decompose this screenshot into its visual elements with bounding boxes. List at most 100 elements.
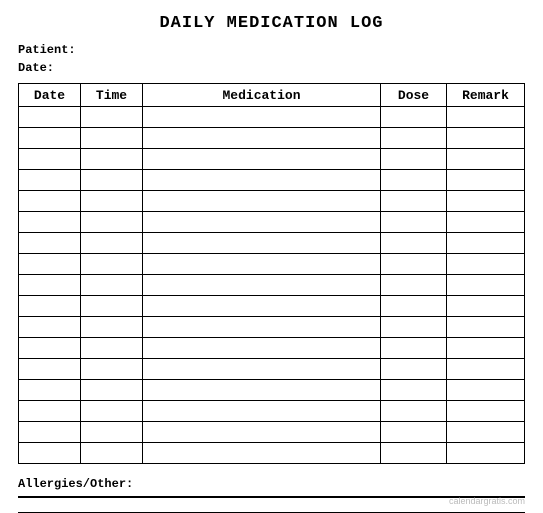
table-row [19, 254, 525, 275]
table-cell [81, 212, 143, 233]
table-cell [381, 254, 447, 275]
table-cell [143, 191, 381, 212]
table-cell [143, 212, 381, 233]
table-cell [81, 317, 143, 338]
table-cell [81, 170, 143, 191]
table-cell [381, 443, 447, 464]
table-cell [143, 401, 381, 422]
table-cell [81, 401, 143, 422]
table-cell [19, 422, 81, 443]
table-cell [143, 443, 381, 464]
table-cell [447, 149, 525, 170]
table-cell [19, 317, 81, 338]
table-row [19, 149, 525, 170]
table-cell [381, 359, 447, 380]
table-cell [19, 149, 81, 170]
table-cell [81, 233, 143, 254]
table-cell [143, 275, 381, 296]
table-cell [81, 296, 143, 317]
table-cell [143, 359, 381, 380]
table-cell [19, 401, 81, 422]
table-cell [447, 191, 525, 212]
allergies-label: Allergies/Other: [18, 477, 133, 491]
table-cell [143, 107, 381, 128]
table-cell [381, 191, 447, 212]
col-header-date: Date [19, 84, 81, 107]
table-row [19, 380, 525, 401]
table-cell [81, 443, 143, 464]
table-row [19, 359, 525, 380]
table-row [19, 422, 525, 443]
table-cell [143, 233, 381, 254]
table-cell [447, 212, 525, 233]
table-cell [381, 128, 447, 149]
table-cell [81, 422, 143, 443]
table-cell [447, 275, 525, 296]
table-cell [381, 338, 447, 359]
allergies-section: Allergies/Other: [18, 474, 525, 498]
table-cell [381, 380, 447, 401]
table-cell [81, 191, 143, 212]
table-cell [381, 233, 447, 254]
table-cell [19, 359, 81, 380]
table-cell [447, 401, 525, 422]
table-cell [381, 401, 447, 422]
table-cell [81, 359, 143, 380]
table-cell [19, 107, 81, 128]
table-row [19, 275, 525, 296]
table-cell [19, 275, 81, 296]
table-cell [19, 338, 81, 359]
col-header-dose: Dose [381, 84, 447, 107]
table-row [19, 401, 525, 422]
table-row [19, 443, 525, 464]
date-label: Date: [18, 59, 525, 77]
table-cell [381, 422, 447, 443]
table-cell [19, 296, 81, 317]
table-cell [381, 212, 447, 233]
table-cell [143, 422, 381, 443]
table-cell [19, 254, 81, 275]
table-cell [19, 443, 81, 464]
page-title: DAILY MEDICATION LOG [18, 14, 525, 33]
table-cell [381, 149, 447, 170]
table-cell [81, 380, 143, 401]
table-cell [143, 254, 381, 275]
table-cell [19, 170, 81, 191]
table-row [19, 170, 525, 191]
table-row [19, 233, 525, 254]
patient-label: Patient: [18, 41, 525, 59]
table-cell [381, 275, 447, 296]
table-cell [81, 107, 143, 128]
table-cell [19, 128, 81, 149]
table-row [19, 107, 525, 128]
table-cell [447, 359, 525, 380]
table-cell [381, 107, 447, 128]
footer-credit: calendargratis.com [449, 496, 525, 506]
table-cell [81, 275, 143, 296]
table-cell [81, 254, 143, 275]
table-cell [447, 170, 525, 191]
table-cell [143, 149, 381, 170]
table-cell [143, 317, 381, 338]
table-cell [19, 380, 81, 401]
table-cell [81, 338, 143, 359]
table-cell [447, 443, 525, 464]
table-row [19, 317, 525, 338]
table-cell [19, 233, 81, 254]
table-cell [447, 338, 525, 359]
table-cell [381, 296, 447, 317]
table-cell [19, 191, 81, 212]
table-row [19, 338, 525, 359]
table-cell [447, 233, 525, 254]
table-cell [447, 380, 525, 401]
table-cell [381, 170, 447, 191]
table-row [19, 296, 525, 317]
table-cell [447, 107, 525, 128]
table-cell [381, 317, 447, 338]
col-header-time: Time [81, 84, 143, 107]
col-header-medication: Medication [143, 84, 381, 107]
table-cell [81, 128, 143, 149]
table-header-row: Date Time Medication Dose Remark [19, 84, 525, 107]
table-cell [143, 170, 381, 191]
table-cell [447, 296, 525, 317]
